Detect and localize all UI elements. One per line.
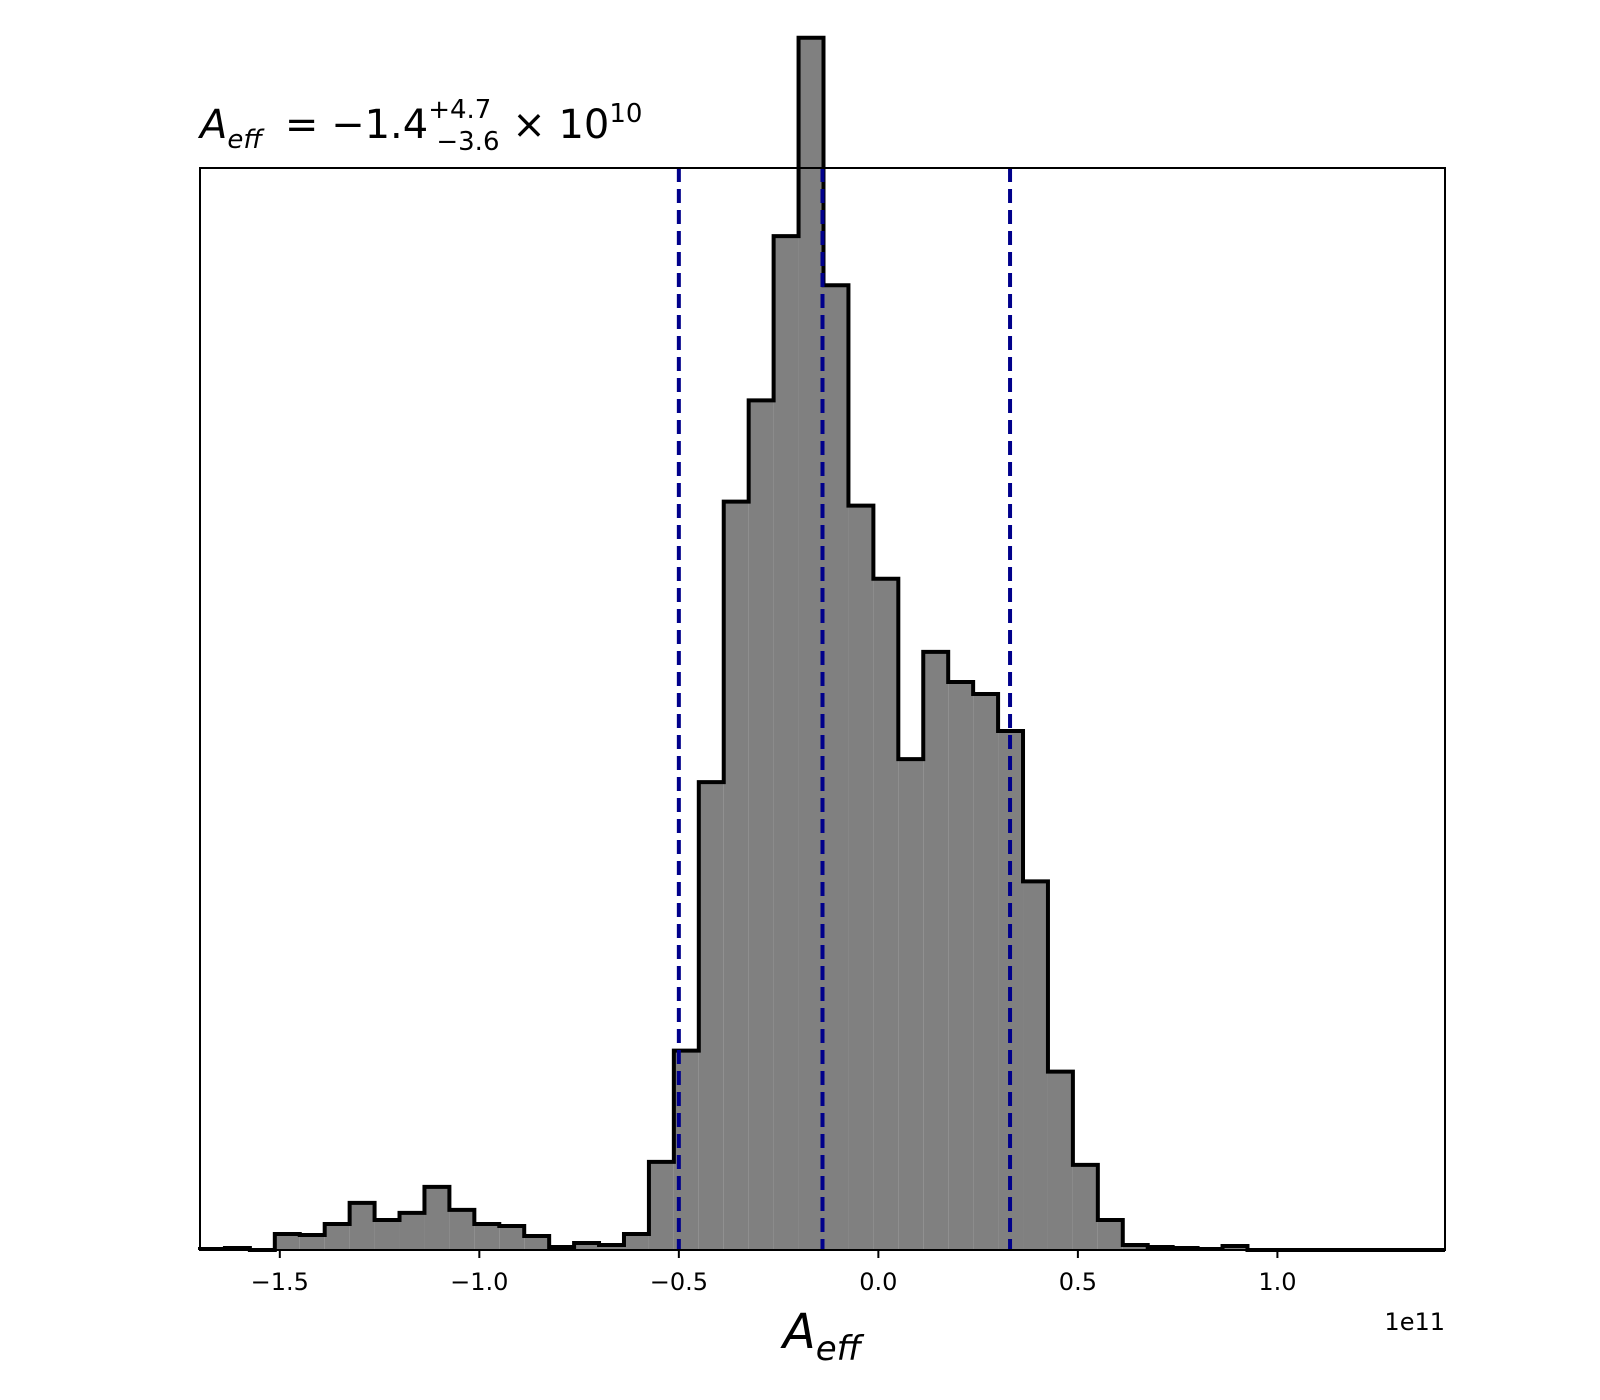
x-axis-label-symbol: A (780, 1304, 816, 1360)
histogram-bar (823, 285, 849, 1250)
histogram-bar (948, 681, 974, 1250)
histogram-bar (798, 37, 824, 1250)
svg-text:Aeff = −1.4+4.7−3.6 × 1010: Aeff = −1.4+4.7 −3.6 × 1010 (197, 95, 642, 157)
x-tick-label: −1.0 (450, 1268, 508, 1296)
histogram-bar (623, 1233, 649, 1250)
histogram-bar (424, 1186, 450, 1250)
x-tick-label: 0.5 (1059, 1268, 1097, 1296)
histogram-bar (973, 693, 999, 1250)
histogram-bar (773, 236, 799, 1251)
title-subscript: −3.6 (436, 127, 499, 157)
title-equals: = −1.4 (272, 102, 428, 148)
x-tick-label: 1.0 (1258, 1268, 1296, 1296)
histogram-bar (274, 1233, 300, 1250)
histogram-bar (374, 1219, 400, 1250)
x-axis-offset-label: 1e11 (1384, 1308, 1445, 1336)
x-tick-label: −0.5 (650, 1268, 708, 1296)
x-axis-ticks: −1.5 −1.0 −0.5 0.0 0.5 1.0 (251, 1250, 1296, 1296)
histogram-bar (848, 505, 874, 1250)
title-symbol: A (197, 102, 227, 148)
histogram-bar (1023, 881, 1048, 1250)
histogram-bar (873, 578, 899, 1250)
chart-title: Aeff = −1.4+4.7 −3.6 × 1010 (197, 95, 642, 157)
x-axis-label: Aeff (780, 1304, 865, 1369)
histogram-bar (1122, 1244, 1148, 1250)
title-times: × 10 (500, 102, 610, 148)
title-exponent: 10 (609, 99, 642, 129)
histogram-bar (399, 1212, 425, 1250)
axes-frame (199, 167, 1446, 1251)
histogram-bar (599, 1244, 624, 1250)
histogram-bar (923, 651, 949, 1250)
histogram-bar (474, 1223, 500, 1250)
histogram-bar (898, 759, 924, 1250)
histogram-bar (499, 1225, 525, 1250)
histogram-bar (324, 1223, 350, 1250)
histogram-bar (748, 400, 774, 1250)
x-axis-label-subscript: eff (816, 1329, 865, 1369)
histogram-bar (723, 501, 749, 1250)
histogram-bar (1222, 1245, 1248, 1250)
histogram-bar (648, 1161, 674, 1250)
histogram-bar (449, 1209, 475, 1250)
title-symbol-subscript: eff (227, 125, 265, 155)
histogram-bar (1047, 1071, 1073, 1250)
title-superscript: +4.7 (428, 95, 491, 125)
x-tick-label: −1.5 (251, 1268, 309, 1296)
x-tick-label: 0.0 (859, 1268, 897, 1296)
histogram-outline (198, 35, 1445, 1252)
histogram-bar (524, 1235, 550, 1250)
histogram-bar (1072, 1164, 1098, 1250)
plot-area (198, 35, 1445, 1252)
histogram-bar (698, 782, 724, 1250)
histogram-bar (1097, 1219, 1123, 1250)
histogram-bar (349, 1202, 375, 1250)
histogram-bar (299, 1234, 325, 1250)
histogram-bar (574, 1242, 600, 1250)
